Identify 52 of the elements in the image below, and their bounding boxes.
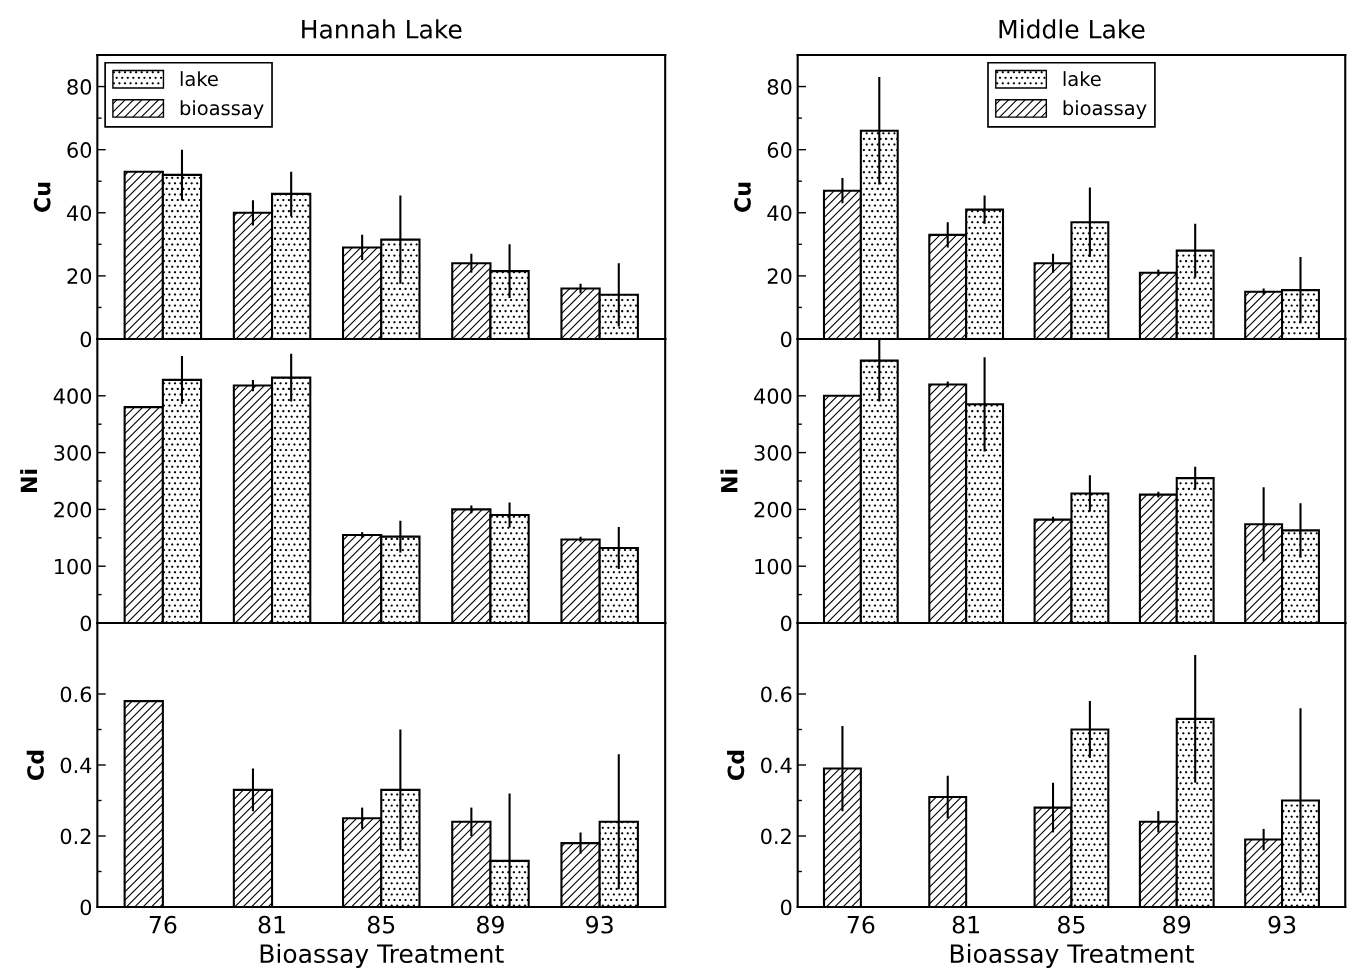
x-tick-label: 89 xyxy=(1163,915,1191,934)
chart-title: Hannah Lake xyxy=(302,19,462,39)
y-tick-label: 40 xyxy=(66,205,92,221)
chart-title: Middle Lake xyxy=(999,19,1145,39)
y-tick-label: 0.6 xyxy=(761,686,792,703)
y-tick-label: 100 xyxy=(755,558,792,575)
y-tick-label: 0.4 xyxy=(761,757,792,774)
y-tick-label: 400 xyxy=(754,388,792,405)
y-tick-label: 100 xyxy=(55,558,92,575)
x-axis-title: Bioassay Treatment xyxy=(260,943,504,968)
x-tick-label: 85 xyxy=(367,915,395,934)
y-tick-label: 0.4 xyxy=(60,757,92,774)
y-axis-title: Cd xyxy=(727,750,745,780)
x-axis-title: Bioassay Treatment xyxy=(950,943,1194,968)
x-tick-label: 81 xyxy=(258,915,285,934)
y-tick-label: 0 xyxy=(780,899,792,916)
y-tick-label: 0.2 xyxy=(761,828,791,845)
y-tick-label: 300 xyxy=(754,445,792,461)
legend-label: lake xyxy=(1063,71,1101,87)
y-axis-title: Cu xyxy=(33,182,51,212)
y-axis-title: Ni xyxy=(20,469,37,493)
y-axis-title: Cd xyxy=(26,750,44,780)
y-tick-label: 0 xyxy=(80,615,92,632)
y-axis-title: Cu xyxy=(734,182,751,212)
y-tick-label: 400 xyxy=(53,388,92,405)
legend-label: bioassay xyxy=(1063,100,1147,120)
y-tick-label: 20 xyxy=(767,268,792,285)
x-tick-label: 89 xyxy=(477,915,504,934)
x-tick-label: 81 xyxy=(952,915,979,934)
y-tick-label: 60 xyxy=(767,142,792,158)
y-tick-label: 300 xyxy=(54,445,92,461)
x-tick-label: 93 xyxy=(1268,915,1296,934)
legend-label: bioassay xyxy=(180,100,264,120)
y-tick-label: 20 xyxy=(67,268,92,285)
y-tick-label: 60 xyxy=(67,142,92,158)
y-tick-label: 0 xyxy=(780,331,792,348)
x-tick-label: 93 xyxy=(586,915,613,934)
x-tick-label: 85 xyxy=(1058,915,1085,934)
y-tick-label: 0 xyxy=(780,615,792,632)
y-tick-label: 200 xyxy=(754,501,792,518)
y-tick-label: 0.2 xyxy=(60,828,91,845)
x-tick-label: 76 xyxy=(847,915,875,934)
y-tick-label: 40 xyxy=(767,205,792,221)
y-tick-label: 0 xyxy=(80,899,92,916)
y-tick-label: 0 xyxy=(80,331,92,348)
y-tick-label: 80 xyxy=(67,79,92,95)
y-tick-label: 80 xyxy=(767,79,792,95)
y-tick-label: 0.6 xyxy=(60,686,92,703)
y-tick-label: 200 xyxy=(54,501,92,518)
y-axis-title: Ni xyxy=(720,469,738,493)
x-tick-label: 76 xyxy=(149,915,177,934)
legend-label: lake xyxy=(180,71,218,87)
